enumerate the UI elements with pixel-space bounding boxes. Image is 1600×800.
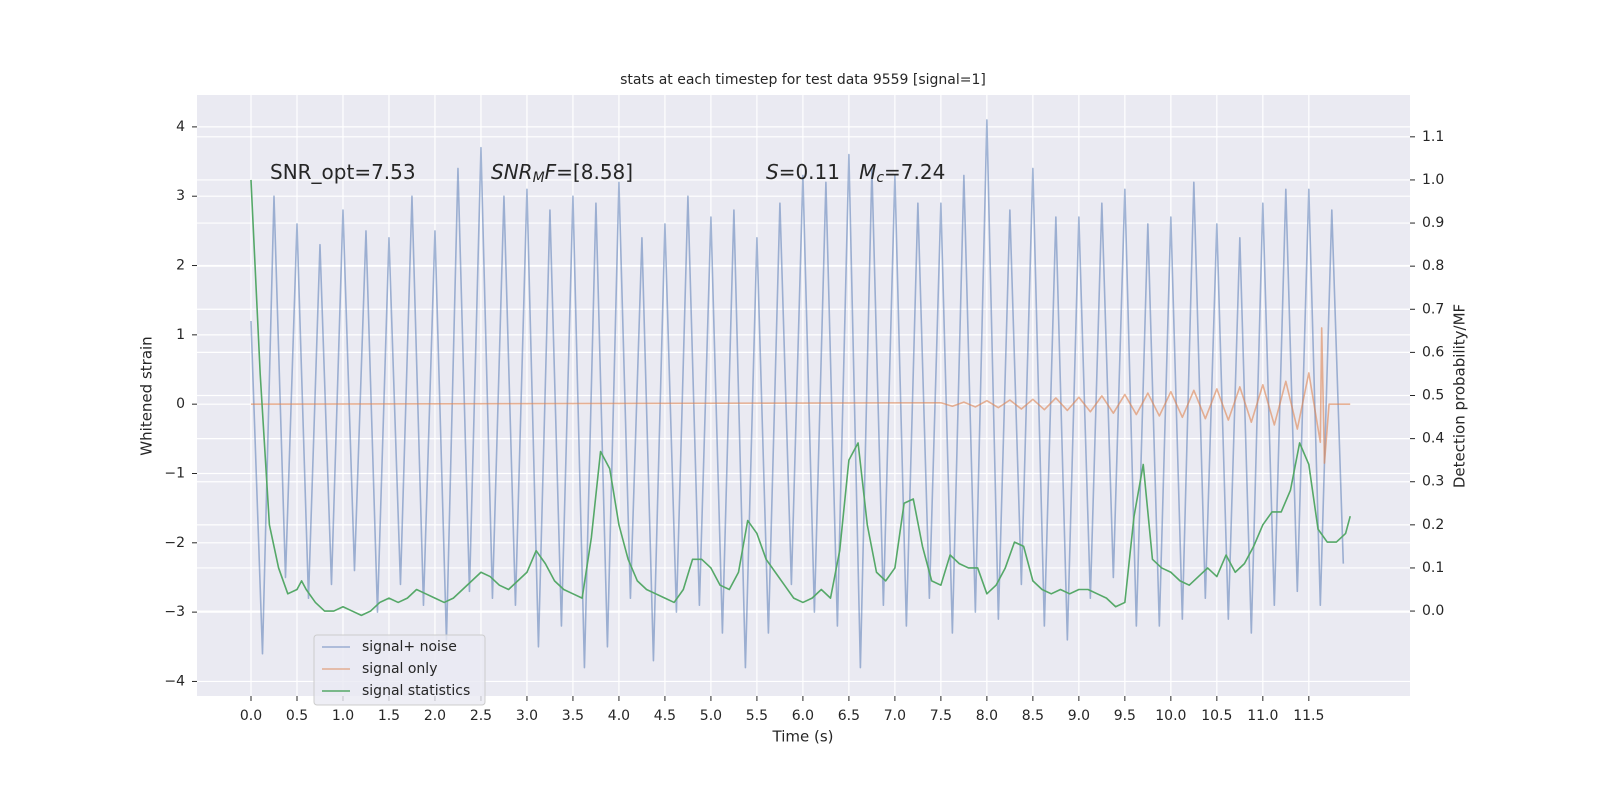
annotation-part: c [876, 170, 884, 186]
x-tick-label: 1.0 [332, 708, 354, 724]
x-tick-label: 8.5 [1022, 708, 1044, 724]
y-tick-label: 3 [176, 188, 185, 204]
y-tick-label: 4 [176, 119, 185, 135]
annotation-part: =[8.58] [556, 160, 633, 184]
y2-tick-label: 0.8 [1422, 258, 1444, 274]
y-tick-label: −1 [164, 465, 185, 481]
annotation-part: SNR [491, 160, 533, 184]
y-tick-label: 2 [176, 258, 185, 274]
y-tick-label: 0 [176, 396, 185, 412]
x-tick-label: 4.0 [608, 708, 630, 724]
legend: signal+ noise signal only signal statistic… [313, 634, 486, 706]
x-tick-label: 10.5 [1201, 708, 1232, 724]
annotation-part: M [533, 170, 545, 186]
x-tick-label: 2.5 [470, 708, 492, 724]
x-tick-label: 4.5 [654, 708, 676, 724]
x-tick-label: 5.5 [746, 708, 768, 724]
x-tick-label: 0.5 [286, 708, 308, 724]
y-tick-label: −4 [164, 673, 185, 689]
chart-title: stats at each timestep for test data 955… [620, 72, 986, 88]
y2-tick-label: 1.1 [1422, 129, 1444, 145]
annotation-part: F [545, 160, 557, 184]
legend-label: signal only [362, 661, 437, 677]
annotation: SNR_opt=7.53 [270, 160, 416, 184]
annotation-part: M [859, 160, 876, 184]
y2-tick-label: 0.6 [1422, 344, 1444, 360]
x-tick-label: 7.0 [884, 708, 906, 724]
y2-tick-label: 0.7 [1422, 301, 1444, 317]
y2-tick-label: 0.0 [1422, 603, 1444, 619]
x-tick-label: 3.0 [516, 708, 538, 724]
annotation-part: S [766, 160, 779, 184]
series-line [250, 119, 1345, 669]
y-axis-label: Whitened strain [138, 336, 156, 455]
x-axis-label: Time (s) [772, 728, 834, 746]
x-tick-label: 5.0 [700, 708, 722, 724]
x-tick-label: 8.0 [976, 708, 998, 724]
x-tick-label: 11.0 [1247, 708, 1278, 724]
x-tick-label: 7.5 [930, 708, 952, 724]
annotation: S=0.11 Mc=7.24 [766, 160, 945, 187]
y2-tick-label: 0.4 [1422, 431, 1444, 447]
annotation-part: SNR_opt=7.53 [270, 160, 416, 184]
series-line [250, 327, 1351, 464]
x-tick-label: 11.5 [1293, 708, 1324, 724]
y-tick-label: −2 [164, 535, 185, 551]
series-line [250, 179, 1351, 617]
y-tick-label: −3 [164, 604, 185, 620]
y2-axis-label: Detection probability/MF [1451, 304, 1469, 488]
annotation-part: =0.11 [779, 160, 859, 184]
annotation: SNRMF=[8.58] [491, 160, 633, 187]
annotation-part: =7.24 [884, 160, 945, 184]
x-tick-label: 6.5 [838, 708, 860, 724]
x-tick-label: 0.0 [240, 708, 262, 724]
x-tick-label: 9.0 [1068, 708, 1090, 724]
legend-label: signal statistics [362, 683, 470, 699]
y-tick-label: 1 [176, 327, 185, 343]
y2-tick-label: 0.3 [1422, 474, 1444, 490]
y2-tick-label: 0.9 [1422, 215, 1444, 231]
y2-tick-label: 0.1 [1422, 560, 1444, 576]
x-tick-label: 3.5 [562, 708, 584, 724]
y2-tick-label: 0.5 [1422, 388, 1444, 404]
x-tick-label: 1.5 [378, 708, 400, 724]
x-tick-label: 6.0 [792, 708, 814, 724]
legend-label: signal+ noise [362, 639, 457, 655]
x-tick-label: 2.0 [424, 708, 446, 724]
y2-tick-label: 1.0 [1422, 172, 1444, 188]
x-tick-label: 10.0 [1155, 708, 1186, 724]
x-tick-label: 9.5 [1114, 708, 1136, 724]
legend-box [313, 634, 486, 706]
y2-tick-label: 0.2 [1422, 517, 1444, 533]
